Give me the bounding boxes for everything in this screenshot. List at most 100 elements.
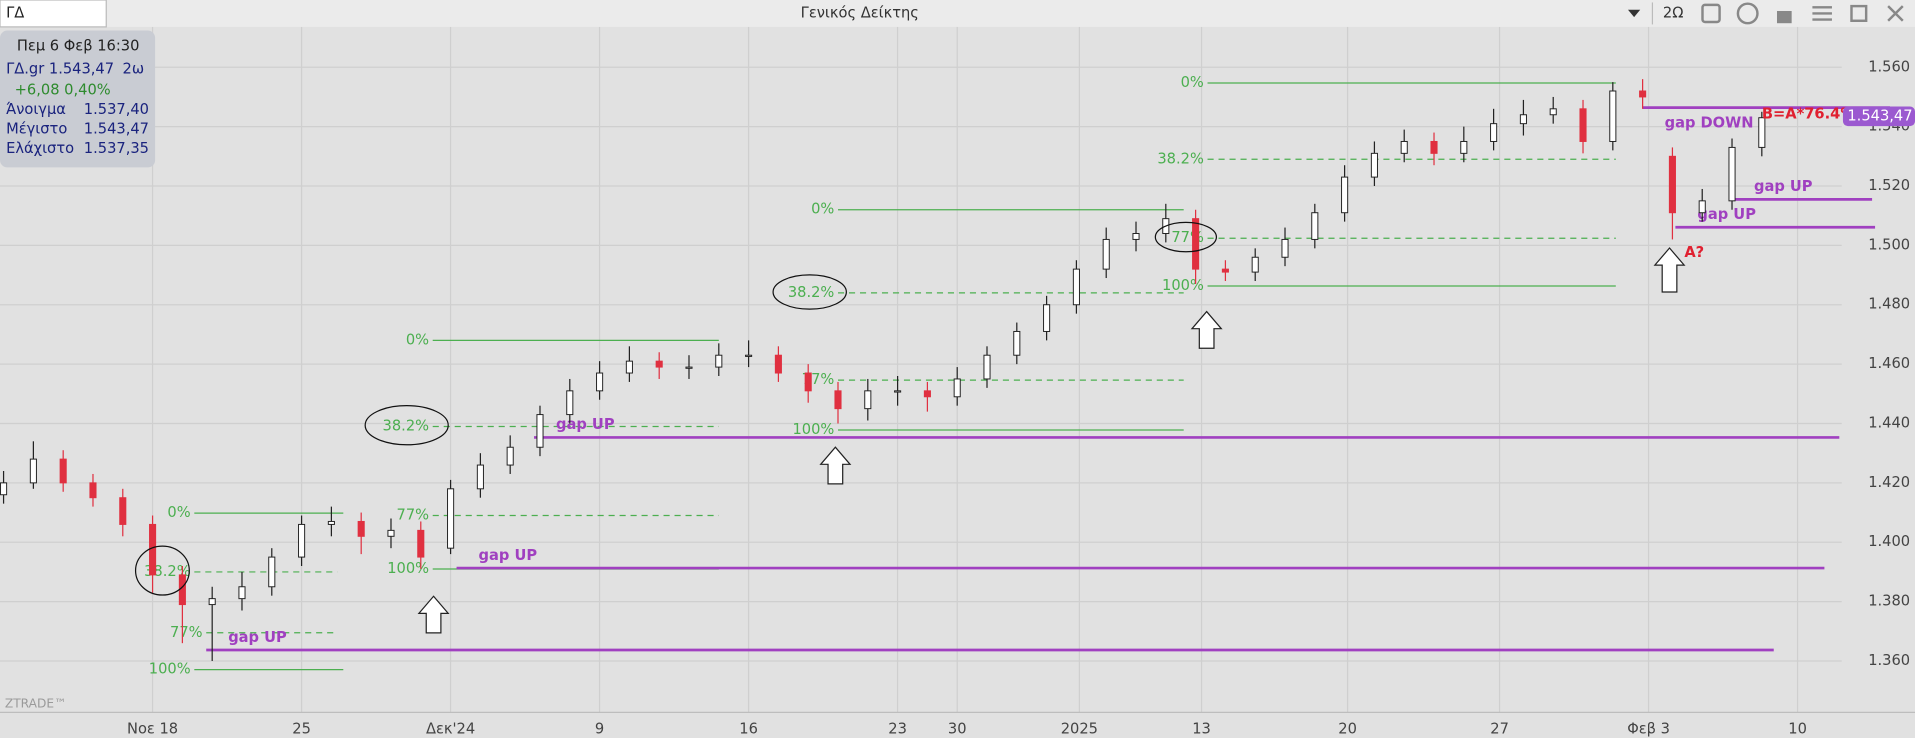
grid [0,26,1915,713]
icon[interactable] [1887,5,1904,22]
level-label: gap UP [1697,206,1756,223]
icon[interactable] [1776,10,1792,24]
y-tick-label: 1.560 [1868,58,1910,75]
level-label: gap UP [228,629,287,646]
candle-body [625,360,633,374]
candle-body [1132,233,1140,240]
annotation: A? [1684,244,1704,261]
icon[interactable] [1850,4,1868,22]
x-tick-label: Φεβ 3 [1627,720,1670,737]
candle-body [1430,140,1438,154]
interval[interactable]: 2Ω [1663,4,1684,21]
y-tick-label: 1.520 [1868,177,1910,194]
dropdown-icon[interactable] [1627,9,1641,18]
candle-body [1311,212,1319,240]
level-label: 38.2% [1157,150,1204,167]
icon[interactable] [1701,3,1721,24]
y-tick-label: 1.360 [1868,652,1910,669]
ellipse [134,545,190,596]
candle-body [1281,238,1289,258]
info-quote: ΓΔ.gr 1.543,47 [6,61,114,78]
overlay [134,221,1686,634]
candle-body [29,458,37,484]
watermark: ZTRADE™ [5,696,66,710]
level-label: gap UP [556,416,615,433]
candle-body [1728,146,1736,202]
candle-body [0,482,8,496]
candle-body [1519,114,1527,125]
candle-body [1758,117,1766,148]
level-label: 38.2% [788,284,835,301]
info-period: 2ω [123,61,145,78]
arrow [417,595,450,634]
info-value: 1.543,47 [84,121,149,138]
candle-body [566,390,574,416]
candle-body [655,360,663,368]
annotation: B=A*76.4% [1762,106,1856,123]
icon[interactable] [1812,6,1832,21]
icon[interactable] [1736,2,1759,25]
level-label: gap UP [1754,178,1813,195]
arrow [1190,310,1223,349]
info-change: +6,08 0,40% [15,81,111,98]
candle-body [953,378,961,398]
y-tick-label: 1.480 [1868,296,1910,313]
x-tick-label: Δεκ'24 [426,720,475,737]
arrow [819,446,852,485]
candle-body [298,523,306,558]
level-label: 0% [167,504,190,521]
candle-body [149,523,157,576]
x-tick-label: 20 [1338,720,1357,737]
level-label: 0% [406,331,429,348]
y-tick-label: 1.500 [1868,236,1910,253]
candle-body [685,366,693,369]
info-datetime: Πεμ 6 Φεβ 16:30 [17,37,139,54]
candle-body [1609,90,1617,142]
candle-body [536,414,544,448]
ellipse [772,274,847,310]
candle-body [834,390,842,410]
candle-body [417,529,425,558]
candle-body [1102,238,1110,270]
candle-body [506,446,514,466]
ellipse [364,405,449,446]
x-tick-label: 23 [888,720,907,737]
level-label: 100% [1162,277,1204,294]
candle-body [1341,176,1349,214]
candle-body [119,497,127,525]
symbol-box[interactable] [0,0,107,28]
candle-body [238,586,246,600]
price-tag-label: 1.543,47 [1847,107,1912,124]
candle-body [1639,90,1647,98]
level-label: 0% [1181,74,1204,91]
level-label: gap DOWN [1665,115,1754,132]
info-label: Ελάχιστο [6,140,74,157]
candle-body [1549,108,1557,116]
x-tick-label: 13 [1192,720,1211,737]
candle-body [923,390,931,398]
x-tick-label: 10 [1788,720,1807,737]
candle-body [1460,140,1468,154]
info-box: Πεμ 6 Φεβ 16:30 ΓΔ.gr 1.543,47 2ω +6,08 … [0,30,156,168]
x-tick-label: 30 [948,720,967,737]
x-tick-label: 25 [292,720,311,737]
level-label: 77% [170,624,203,641]
level-label: 38.2% [383,417,430,434]
level-label: 0% [811,201,834,218]
candle-body [864,390,872,410]
candle-body [476,464,484,490]
candle-body [327,520,335,525]
candle-body [357,520,365,537]
levels: 0%38.2%77%100%0%38.2%77%100%0%38.2%77%10… [144,74,1890,678]
candle-body [1013,330,1021,356]
candle-body [1698,200,1706,214]
symbol: ΓΔ [6,4,24,21]
candle-body [804,372,812,392]
y-tick-label: 1.420 [1868,474,1910,491]
info-label: Άνοιγμα [6,101,66,118]
level-label: 100% [792,421,834,438]
y-tick-label: 1.400 [1868,533,1910,550]
candle-body [1490,123,1498,142]
